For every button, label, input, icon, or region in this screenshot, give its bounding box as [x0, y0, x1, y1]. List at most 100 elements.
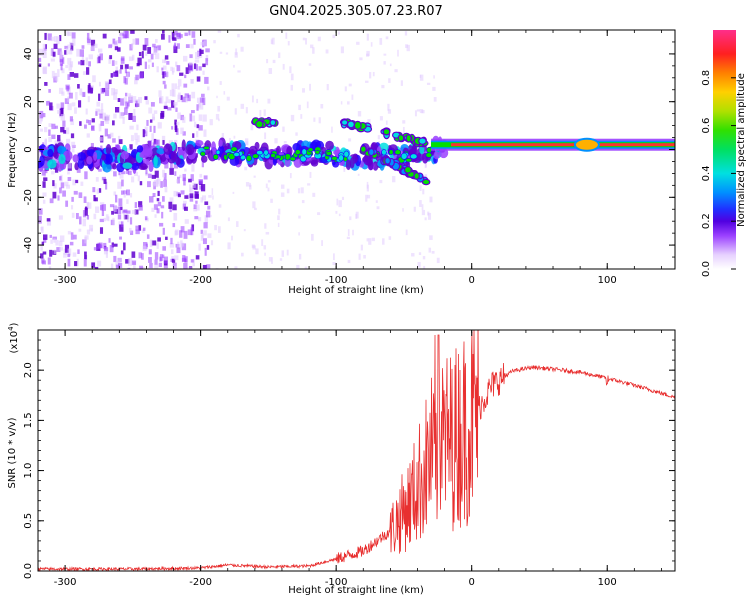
noise-speck [121, 171, 126, 175]
noise-speck [162, 59, 166, 64]
noise-speck [162, 254, 165, 259]
noise-speck [142, 44, 147, 51]
noise-speck [234, 52, 238, 58]
noise-speck [99, 244, 103, 248]
noise-speck [213, 40, 216, 44]
noise-speck [156, 177, 160, 185]
spectrogram-strong-line [431, 137, 675, 152]
noise-speck [176, 247, 181, 254]
noise-speck [87, 96, 90, 103]
noise-speck [38, 208, 43, 215]
noise-speck [79, 216, 82, 225]
noise-speck [318, 117, 321, 124]
noise-speck [200, 229, 203, 235]
noise-speck [154, 170, 159, 178]
noise-speck [184, 168, 187, 172]
noise-speck [86, 229, 91, 235]
noise-speck [53, 43, 58, 49]
noise-speck [141, 253, 144, 260]
ridge-blob [195, 140, 204, 147]
noise-speck [104, 128, 108, 137]
noise-speck [171, 31, 175, 40]
noise-speck [282, 63, 285, 70]
noise-speck [144, 126, 148, 132]
ridge-highlight [275, 154, 282, 159]
noise-speck [38, 63, 42, 68]
snr-scale-label: (x104) [7, 322, 20, 353]
noise-speck [162, 71, 165, 79]
noise-speck [156, 139, 160, 148]
noise-speck [212, 195, 214, 200]
noise-speck [126, 199, 129, 204]
noise-speck [99, 205, 104, 211]
noise-speck [162, 65, 167, 70]
snr-scale-close: ) [9, 322, 20, 326]
upper-branch-blob [255, 119, 264, 129]
noise-speck [136, 63, 140, 67]
ridge-blob [77, 158, 85, 169]
noise-speck [110, 263, 114, 269]
noise-speck [132, 96, 137, 103]
noise-speck [110, 73, 114, 78]
noise-speck [181, 243, 187, 251]
noise-speck [241, 252, 244, 257]
noise-speck [176, 121, 180, 126]
noise-speck [131, 43, 134, 49]
noise-speck [134, 209, 139, 215]
noise-speck [38, 150, 43, 158]
ridge-blob [112, 163, 117, 170]
noise-speck [427, 212, 432, 220]
noise-speck [182, 116, 186, 123]
noise-speck [179, 230, 183, 238]
noise-speck [331, 126, 333, 133]
noise-speck [174, 265, 177, 269]
noise-speck [87, 38, 91, 44]
noise-speck [171, 249, 174, 255]
noise-speck [402, 208, 404, 212]
spectrogram-x-ticks: -300 -200 -100 0 100 [37, 30, 662, 286]
noise-speck [259, 109, 262, 117]
noise-speck [200, 197, 204, 203]
noise-speck [135, 139, 138, 145]
noise-speck [86, 119, 89, 124]
spectrogram-noise [38, 30, 440, 269]
snr-plot-area[interactable] [38, 314, 675, 571]
noise-speck [268, 257, 272, 262]
colorbar-gradient [713, 30, 736, 269]
noise-speck [153, 51, 157, 55]
noise-speck [204, 76, 209, 84]
noise-speck [101, 204, 107, 211]
noise-speck [424, 161, 427, 169]
noise-speck [182, 131, 186, 136]
noise-speck [95, 206, 100, 213]
noise-speck [175, 107, 178, 112]
noise-speck [344, 86, 347, 92]
noise-speck [52, 236, 57, 240]
noise-speck [300, 114, 303, 119]
noise-speck [211, 188, 214, 195]
ridge-highlight [215, 149, 221, 155]
noise-speck [163, 172, 167, 180]
noise-speck [124, 92, 128, 97]
noise-speck [164, 55, 169, 60]
noise-speck [198, 66, 202, 71]
noise-speck [120, 250, 124, 255]
noise-speck [219, 81, 222, 85]
noise-speck [101, 210, 105, 217]
noise-speck [120, 64, 124, 70]
noise-speck [198, 114, 203, 121]
x-tick-label: 100 [598, 275, 617, 286]
ridge-highlight [307, 147, 314, 153]
noise-speck [300, 187, 304, 194]
noise-speck [138, 96, 142, 104]
spectrogram-plot-area[interactable] [33, 30, 675, 276]
snr-panel: -300 -200 -100 0 100 0.0 0.5 1.0 1.5 2.0 Height … [7, 314, 676, 596]
y-tick-label: -20 [23, 189, 34, 205]
noise-speck [99, 218, 105, 223]
noise-speck [39, 128, 44, 132]
noise-speck [125, 101, 129, 109]
noise-speck [188, 30, 191, 36]
noise-speck [105, 181, 108, 190]
noise-speck [251, 244, 255, 248]
